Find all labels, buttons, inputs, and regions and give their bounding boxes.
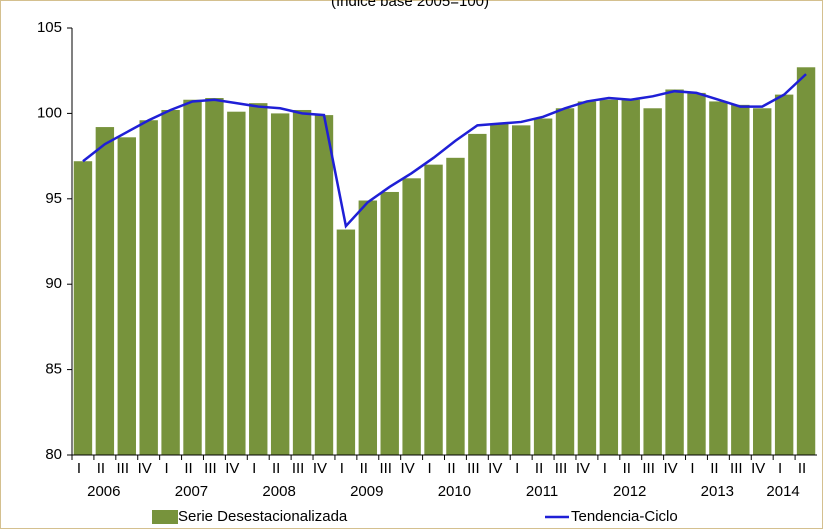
bar xyxy=(336,229,356,455)
bar xyxy=(599,99,619,456)
x-tick-label: III xyxy=(117,460,130,477)
x-tick-label: I xyxy=(603,460,607,477)
bar xyxy=(402,178,421,455)
year-label: 2010 xyxy=(438,483,471,500)
bar xyxy=(139,120,158,456)
legend-label: Tendencia-Ciclo xyxy=(571,508,678,525)
bar xyxy=(227,111,246,455)
bar xyxy=(161,109,180,455)
x-tick-label: II xyxy=(184,460,192,477)
legend-label: Serie Desestacionalizada xyxy=(178,508,348,525)
x-tick-label: I xyxy=(165,460,169,477)
x-tick-label: III xyxy=(555,460,568,477)
x-tick-label: II xyxy=(798,460,806,477)
x-tick-label: I xyxy=(77,460,81,477)
bar xyxy=(643,108,662,455)
bar xyxy=(314,115,334,455)
bar xyxy=(555,108,575,455)
x-tick-label: II xyxy=(97,460,105,477)
year-label: 2011 xyxy=(526,483,558,500)
x-tick-label: II xyxy=(710,460,718,477)
x-tick-label: II xyxy=(272,460,280,477)
x-tick-label: I xyxy=(427,460,431,477)
x-tick-label: IV xyxy=(751,460,765,477)
bar xyxy=(687,92,706,456)
x-tick-label: II xyxy=(623,460,631,477)
bar xyxy=(621,99,640,456)
x-tick-label: I xyxy=(515,460,519,477)
x-tick-label: I xyxy=(252,460,256,477)
bar xyxy=(665,89,684,455)
bar xyxy=(577,101,597,455)
bar xyxy=(533,118,553,456)
y-tick-label: 85 xyxy=(45,361,62,378)
bar xyxy=(774,94,794,455)
year-label: 2013 xyxy=(701,483,734,500)
bar xyxy=(511,125,531,455)
y-tick-label: 95 xyxy=(45,190,62,207)
x-tick-label: III xyxy=(642,460,655,477)
bar xyxy=(95,127,115,456)
bar xyxy=(380,191,399,455)
y-tick-label: 100 xyxy=(37,104,62,121)
bar xyxy=(424,164,443,455)
x-tick-label: III xyxy=(292,460,305,477)
x-tick-label: IV xyxy=(225,460,239,477)
x-tick-label: IV xyxy=(138,460,152,477)
x-tick-label: II xyxy=(447,460,455,477)
bar xyxy=(205,98,224,455)
year-label: 2007 xyxy=(175,483,208,500)
x-tick-label: II xyxy=(360,460,368,477)
bar xyxy=(73,161,93,455)
x-tick-label: I xyxy=(690,460,694,477)
x-tick-label: IV xyxy=(576,460,590,477)
x-tick-label: IV xyxy=(488,460,502,477)
x-tick-label: I xyxy=(778,460,782,477)
year-label: 2006 xyxy=(87,483,120,500)
year-label: 2014 xyxy=(766,483,799,500)
bar xyxy=(796,67,816,455)
y-tick-label: 90 xyxy=(45,275,62,292)
x-tick-label: III xyxy=(379,460,392,477)
y-tick-label: 105 xyxy=(37,19,62,36)
x-tick-label: I xyxy=(340,460,344,477)
bar xyxy=(270,113,290,456)
x-tick-label: IV xyxy=(401,460,415,477)
x-tick-label: III xyxy=(467,460,480,477)
x-tick-label: III xyxy=(730,460,743,477)
x-tick-label: IV xyxy=(313,460,327,477)
bar xyxy=(490,123,509,455)
y-tick-label: 80 xyxy=(45,446,62,463)
x-tick-label: III xyxy=(204,460,217,477)
bar xyxy=(731,104,750,456)
bar xyxy=(183,99,202,456)
legend-swatch xyxy=(152,510,178,524)
trend-line xyxy=(82,73,807,229)
bar xyxy=(709,101,728,455)
bar xyxy=(249,103,268,455)
x-tick-label: II xyxy=(535,460,543,477)
x-tick-label: IV xyxy=(663,460,677,477)
year-label: 2008 xyxy=(262,483,295,500)
year-label: 2012 xyxy=(613,483,646,500)
chart-title: (Índice base 2005=100) xyxy=(331,0,489,10)
bar xyxy=(292,109,312,455)
bar xyxy=(358,200,378,455)
bar xyxy=(753,108,772,455)
bar xyxy=(117,137,136,455)
year-label: 2009 xyxy=(350,483,383,500)
bar xyxy=(446,157,465,456)
bar xyxy=(468,133,487,455)
